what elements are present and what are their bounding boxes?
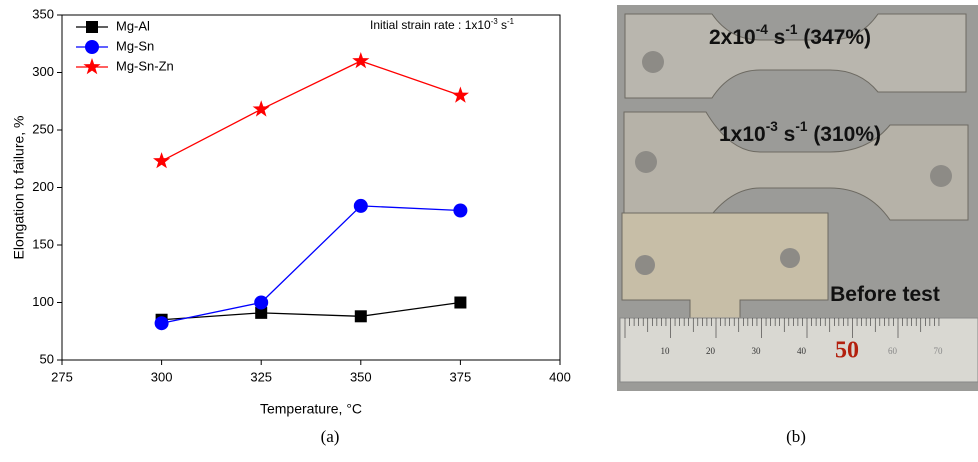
x-tick-label: 275 (51, 369, 73, 384)
hole (635, 255, 655, 275)
y-tick-label: 100 (32, 294, 54, 309)
ruler-number: 30 (752, 346, 762, 356)
y-tick-label: 350 (32, 6, 54, 21)
x-tick-label: 350 (350, 369, 372, 384)
figure: 10 20 30 40 50 60 70 (a) (b) 275 300 325 350 375 40… (0, 0, 978, 457)
photo: 10 20 30 40 50 60 70 (617, 5, 978, 391)
marker (155, 316, 169, 330)
ruler-number: 20 (706, 346, 716, 356)
ruler-number: 40 (797, 346, 807, 356)
superscript: -1 (795, 119, 808, 134)
marker (153, 152, 170, 168)
hole (780, 248, 800, 268)
y-tick-label: 200 (32, 179, 54, 194)
text-segment: (347%) (797, 26, 871, 49)
caption: (b) (786, 427, 806, 446)
y-tick-label: 250 (32, 121, 54, 136)
marker (254, 296, 268, 310)
hole (642, 51, 664, 73)
series-line (162, 61, 461, 161)
ruler-number: 60 (888, 346, 898, 356)
marker (85, 40, 99, 54)
x-tick-label: 300 (151, 369, 173, 384)
y-tick-label: 300 (32, 64, 54, 79)
legend-label: Mg-Al (116, 18, 150, 33)
ruler-number: 50 (835, 338, 859, 364)
x-axis-label: Temperature, °C (260, 401, 362, 417)
legend-label: Mg-Sn (116, 38, 154, 53)
superscript: -3 (491, 17, 498, 26)
superscript: -1 (507, 17, 514, 26)
x-tick-label: 375 (450, 369, 472, 384)
series-line (162, 206, 461, 323)
marker (452, 87, 469, 103)
label: Before test (830, 283, 940, 306)
y-axis-label: Elongation to failure, % (11, 116, 27, 260)
text-segment: s (778, 123, 796, 146)
text-segment: Initial strain rate : 1x10 (370, 18, 491, 32)
y-tick-label: 150 (32, 236, 54, 251)
y-tick-label: 50 (40, 351, 54, 366)
marker (352, 52, 369, 68)
text-segment: s (768, 26, 786, 49)
ruler-number: 10 (661, 346, 671, 356)
hole (930, 165, 952, 187)
marker (83, 58, 100, 74)
text-segment: 1x10 (719, 123, 766, 146)
text-segment: 2x10 (709, 26, 756, 49)
x-tick-label: 400 (549, 369, 571, 384)
hole (635, 151, 657, 173)
marker (354, 199, 368, 213)
marker (454, 297, 466, 309)
series-line (162, 303, 461, 320)
marker (453, 204, 467, 218)
text-segment: s (498, 18, 507, 32)
superscript: -1 (785, 22, 798, 37)
superscript: -4 (756, 22, 769, 37)
text-segment: Before test (830, 283, 940, 306)
marker (253, 100, 270, 116)
superscript: -3 (766, 119, 779, 134)
caption: (a) (321, 427, 340, 446)
ruler-number: 70 (934, 346, 944, 356)
label: Initial strain rate : 1x10-3 s-1 (370, 17, 514, 33)
text-segment: (310%) (807, 123, 881, 146)
marker (86, 21, 98, 33)
x-tick-label: 325 (250, 369, 272, 384)
legend-label: Mg-Sn-Zn (116, 58, 174, 73)
marker (355, 310, 367, 322)
